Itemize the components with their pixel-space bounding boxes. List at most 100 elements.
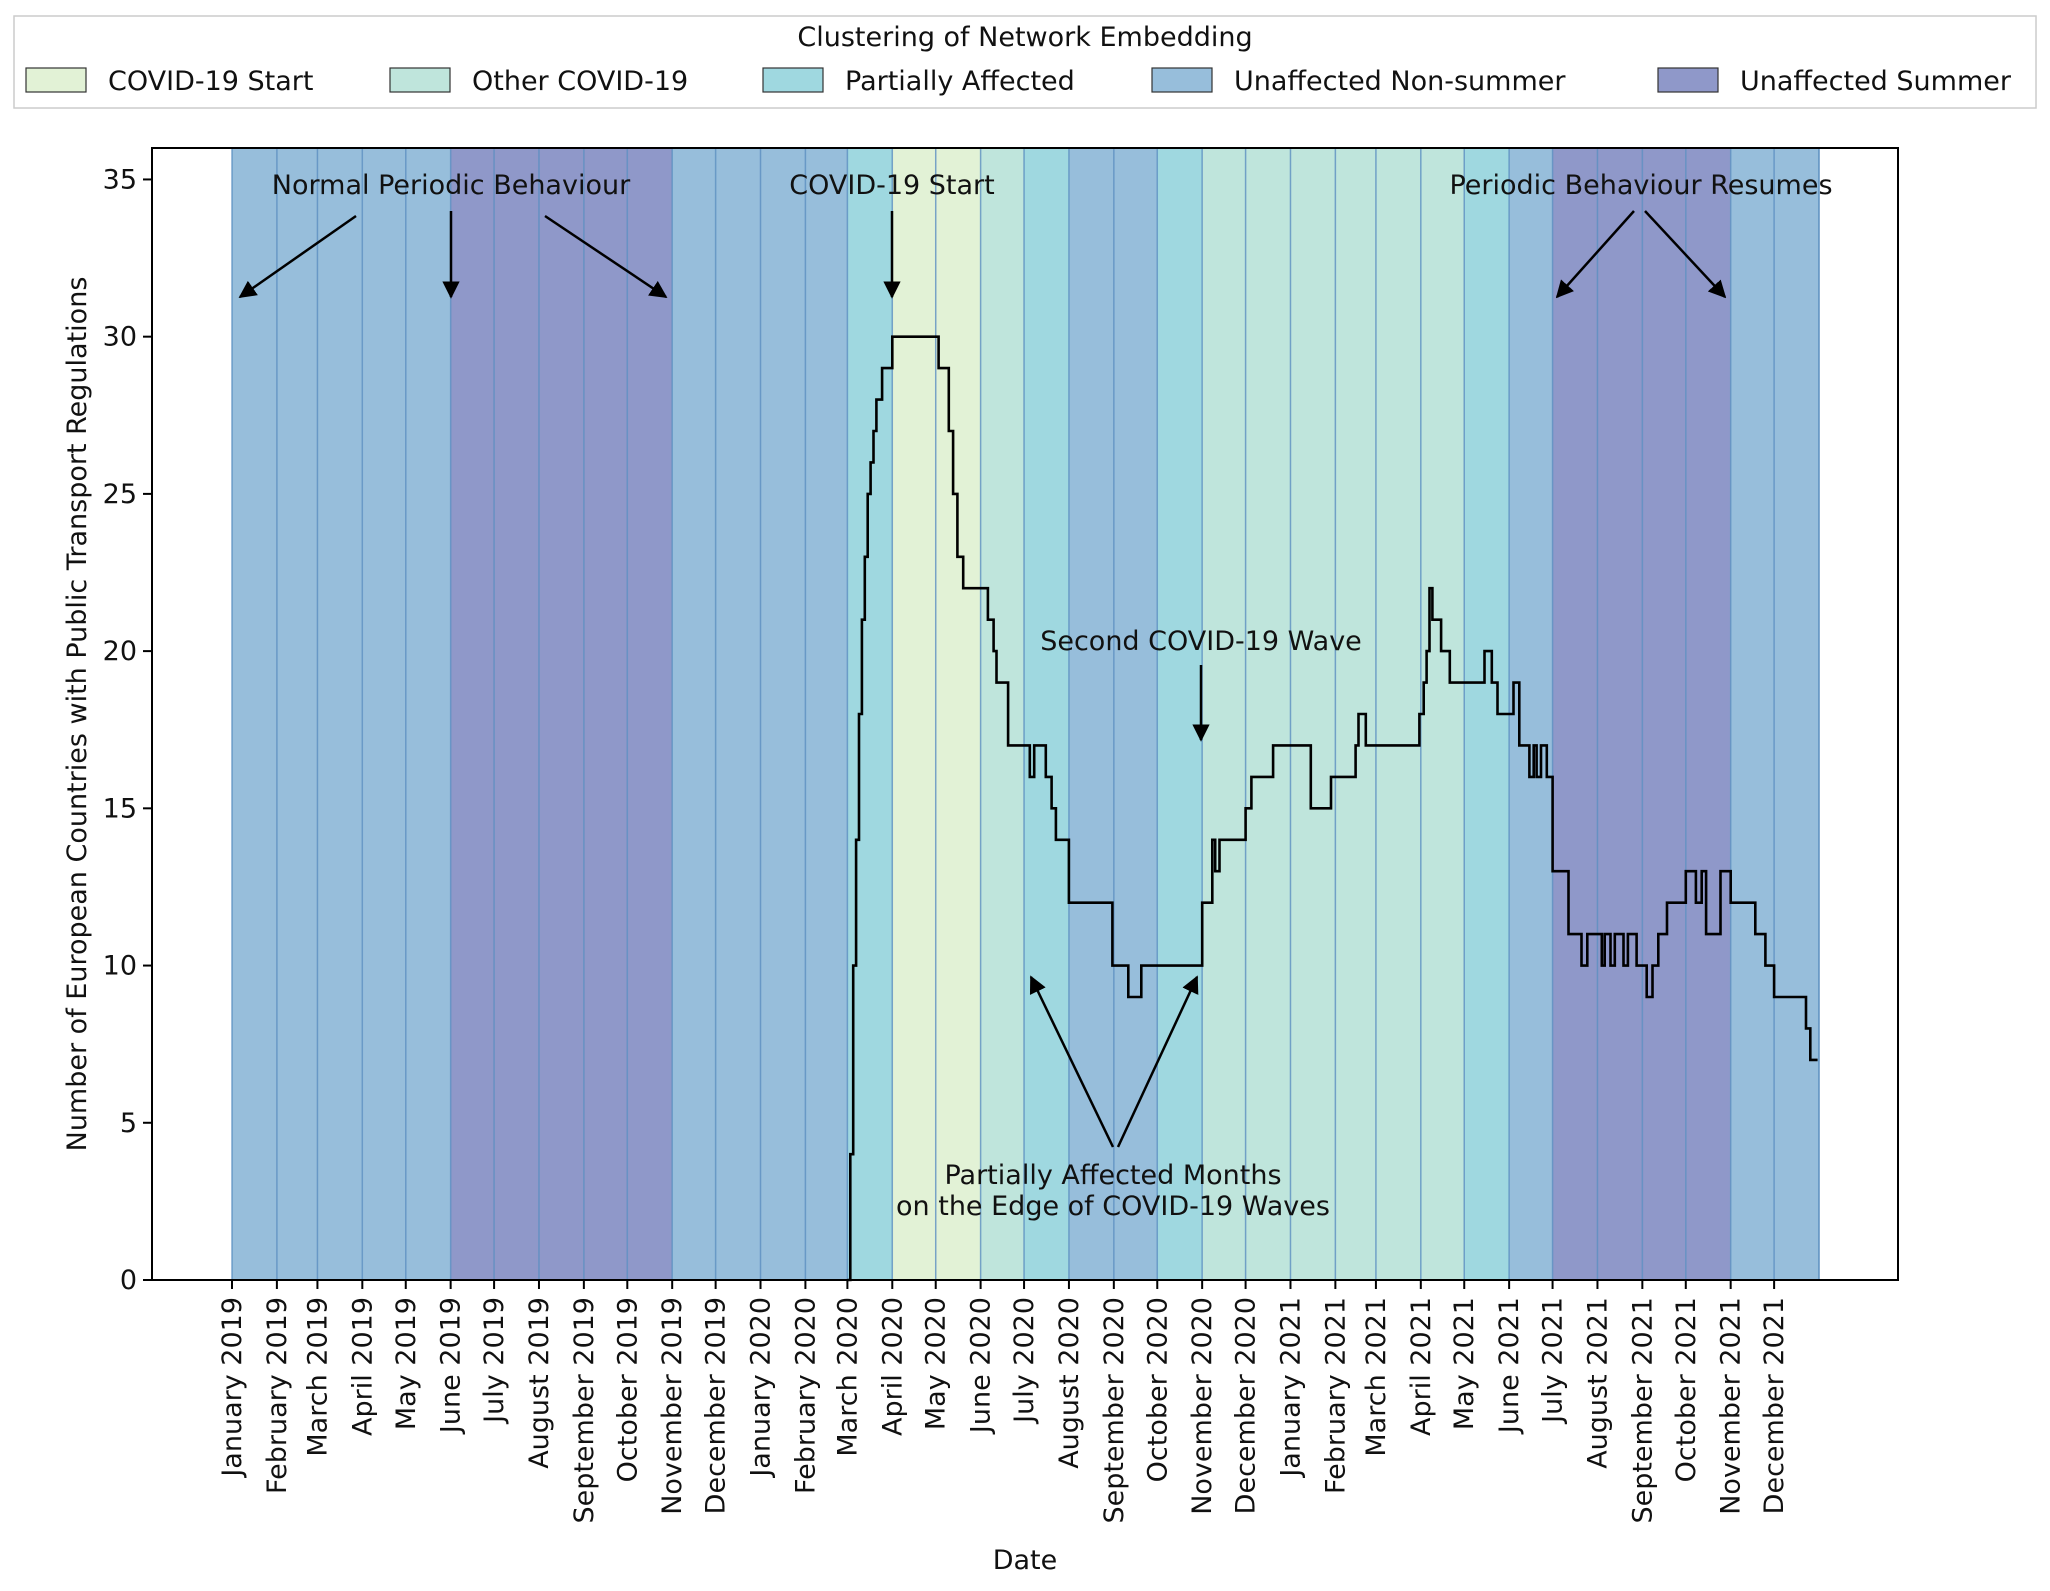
legend-entry-partially-affected: Partially Affected [762, 66, 1075, 97]
x-tick-label-april-2020: April 2020 [877, 1297, 908, 1436]
y-tick-label-20: 20 [103, 636, 137, 667]
band-november-2021 [1730, 148, 1775, 1280]
band-march-2020 [847, 148, 893, 1280]
band-december-2019 [715, 148, 761, 1280]
band-august-2021 [1597, 148, 1643, 1280]
x-tick-label-october-2019: October 2019 [612, 1297, 643, 1482]
arrow-resumes-1 [1555, 210, 1635, 299]
x-tick-label-june-2020: June 2020 [966, 1297, 997, 1435]
x-tick-label-december-2020: December 2020 [1231, 1297, 1262, 1514]
x-tick-label-december-2021: December 2021 [1759, 1297, 1790, 1514]
arrow-resumes-2 [1644, 210, 1727, 299]
x-tick-label-january-2021: January 2021 [1276, 1297, 1307, 1479]
band-september-2021 [1642, 148, 1686, 1280]
x-tick-label-may-2019: May 2019 [391, 1297, 422, 1430]
band-january-2020 [760, 148, 806, 1280]
cluster-bands [231, 148, 1820, 1280]
band-december-2021 [1774, 148, 1819, 1280]
x-tick-label-november-2019: November 2019 [657, 1297, 688, 1515]
x-tick-label-march-2019: March 2019 [302, 1297, 333, 1457]
annotation-partially-affected-line2: on the Edge of COVID-19 Waves [896, 1191, 1330, 1222]
x-tick-label-august-2020: August 2020 [1054, 1297, 1085, 1469]
legend-label-unaffected-summer: Unaffected Summer [1740, 66, 2012, 97]
legend-entries: COVID-19 Start Other COVID-19 Partially Af… [25, 66, 2012, 97]
legend-title: Clustering of Network Embedding [797, 22, 1252, 53]
band-july-2021 [1552, 148, 1598, 1280]
x-tick-label-june-2019: June 2019 [436, 1297, 467, 1435]
band-november-2019 [672, 148, 716, 1280]
y-tick-label-15: 15 [103, 793, 137, 824]
x-tick-label-july-2019: July 2019 [479, 1297, 510, 1425]
legend-swatch-unaffected-summer [1657, 67, 1719, 93]
y-tick-label-35: 35 [103, 164, 137, 195]
legend-label-other-covid-19: Other COVID-19 [472, 66, 688, 97]
legend-label-partially-affected: Partially Affected [845, 66, 1075, 97]
band-may-2020 [935, 148, 981, 1280]
x-tick-label-june-2021: June 2021 [1494, 1297, 1525, 1435]
x-tick-label-february-2020: February 2020 [790, 1297, 821, 1494]
band-april-2021 [1420, 148, 1465, 1280]
x-tick-label-august-2021: August 2021 [1583, 1297, 1614, 1469]
annotation-covid-start: COVID-19 Start [789, 170, 995, 201]
y-tick-label-25: 25 [103, 479, 137, 510]
band-march-2021 [1375, 148, 1421, 1280]
x-axis-label: Date [993, 1545, 1058, 1576]
x-tick-label-january-2019: January 2019 [217, 1297, 248, 1479]
legend-entry-other-covid-19: Other COVID-19 [389, 66, 688, 97]
arrow-normal-3 [544, 214, 668, 299]
band-july-2020 [1024, 148, 1069, 1280]
band-december-2020 [1245, 148, 1291, 1280]
annotations: Normal Periodic Behaviour COVID-19 Start… [238, 170, 1833, 1222]
band-may-2019 [405, 148, 451, 1280]
legend-frame [13, 15, 2037, 109]
arrow-partially-1 [1029, 975, 1115, 1148]
band-june-2021 [1509, 148, 1553, 1280]
y-tick-label-30: 30 [103, 322, 137, 353]
band-november-2020 [1202, 148, 1246, 1280]
band-october-2019 [627, 148, 673, 1280]
y-tick-label-0: 0 [120, 1265, 137, 1296]
line-series [847, 335, 1818, 1282]
band-june-2020 [980, 148, 1025, 1280]
x-tick-label-march-2020: March 2020 [832, 1297, 863, 1457]
band-september-2020 [1113, 148, 1158, 1280]
x-tick-label-november-2021: November 2021 [1716, 1297, 1747, 1515]
x-tick-label-july-2021: July 2021 [1538, 1297, 1569, 1425]
x-tick-label-november-2020: November 2020 [1187, 1297, 1218, 1515]
annotation-partially-affected-line1: Partially Affected Months [944, 1160, 1281, 1191]
x-tick-label-april-2019: April 2019 [347, 1297, 378, 1436]
band-june-2019 [450, 148, 495, 1280]
x-tick-label-december-2019: December 2019 [701, 1297, 732, 1514]
legend-label-unaffected-non-summer: Unaffected Non-summer [1234, 66, 1566, 97]
legend-swatch-other-covid-19 [389, 67, 451, 93]
y-tick-label-10: 10 [103, 951, 137, 982]
x-tick-label-october-2020: October 2020 [1142, 1297, 1173, 1482]
annotation-normal-periodic: Normal Periodic Behaviour [272, 170, 631, 201]
legend-swatch-partially-affected [762, 67, 824, 93]
band-january-2021 [1290, 148, 1336, 1280]
band-october-2020 [1157, 148, 1203, 1280]
band-july-2019 [494, 148, 539, 1280]
x-tick-label-october-2021: October 2021 [1671, 1297, 1702, 1482]
x-tick-label-september-2019: September 2019 [569, 1297, 600, 1524]
band-february-2019 [276, 148, 318, 1280]
x-tick-label-august-2019: August 2019 [524, 1297, 555, 1469]
legend-swatch-covid-19-start [25, 67, 87, 93]
legend-entry-unaffected-summer: Unaffected Summer [1657, 66, 2012, 97]
arrow-normal-1 [238, 214, 357, 299]
band-march-2019 [317, 148, 363, 1280]
y-axis-label: Number of European Countries with Public… [62, 277, 93, 1152]
x-tick-label-september-2021: September 2021 [1627, 1297, 1658, 1524]
x-tick-label-september-2020: September 2020 [1099, 1297, 1130, 1524]
legend: Clustering of Network Embedding COVID-19… [13, 15, 2037, 109]
legend-entry-covid-19-start: COVID-19 Start [25, 66, 314, 97]
band-february-2021 [1335, 148, 1376, 1280]
band-january-2019 [232, 148, 277, 1280]
legend-entry-unaffected-non-summer: Unaffected Non-summer [1151, 66, 1566, 97]
band-april-2020 [892, 148, 936, 1280]
x-tick-label-april-2021: April 2021 [1406, 1297, 1437, 1436]
y-tick-label-5: 5 [120, 1108, 137, 1139]
annotation-second-wave: Second COVID-19 Wave [1040, 626, 1362, 657]
band-september-2019 [583, 148, 628, 1280]
